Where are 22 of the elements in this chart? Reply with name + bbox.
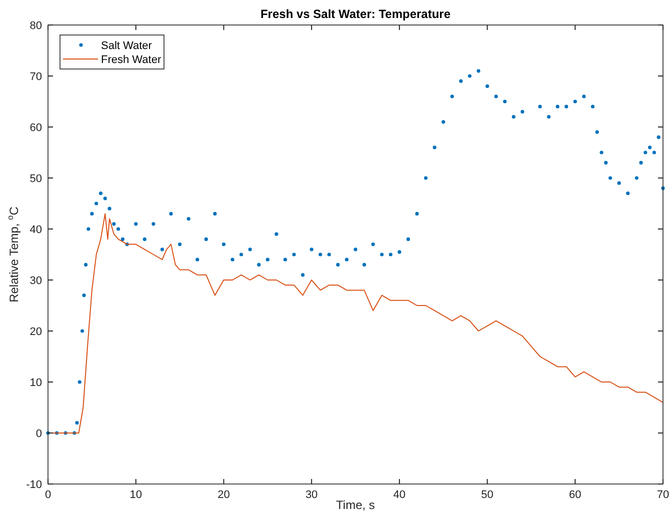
x-tick-label: 70 (656, 489, 669, 501)
y-tick-label: 20 (30, 326, 42, 338)
y-tick-label: 40 (30, 224, 42, 236)
legend-label: Salt Water (101, 40, 152, 52)
x-tick-label: 20 (218, 489, 230, 501)
chart-title: Fresh vs Salt Water: Temperature (260, 7, 451, 21)
y-tick-label: 50 (30, 173, 42, 185)
x-tick-label: 10 (130, 489, 142, 501)
legend-label: Fresh Water (101, 54, 162, 66)
y-tick-label: 0 (36, 428, 42, 440)
x-tick-label: 50 (481, 489, 494, 501)
y-tick-label: 30 (30, 275, 42, 287)
x-axis-title: Time, s (336, 498, 375, 512)
x-tick-label: 40 (393, 489, 406, 501)
x-tick-label: 0 (44, 489, 52, 501)
y-tick-label: 60 (30, 122, 42, 134)
y-tick-label: 80 (30, 20, 42, 32)
x-tick-label: 60 (569, 489, 582, 501)
y-tick-label: -10 (26, 479, 42, 491)
y-tick-label: 10 (30, 377, 42, 389)
x-tick-label: 30 (305, 489, 318, 501)
y-tick-label: 70 (30, 71, 42, 83)
